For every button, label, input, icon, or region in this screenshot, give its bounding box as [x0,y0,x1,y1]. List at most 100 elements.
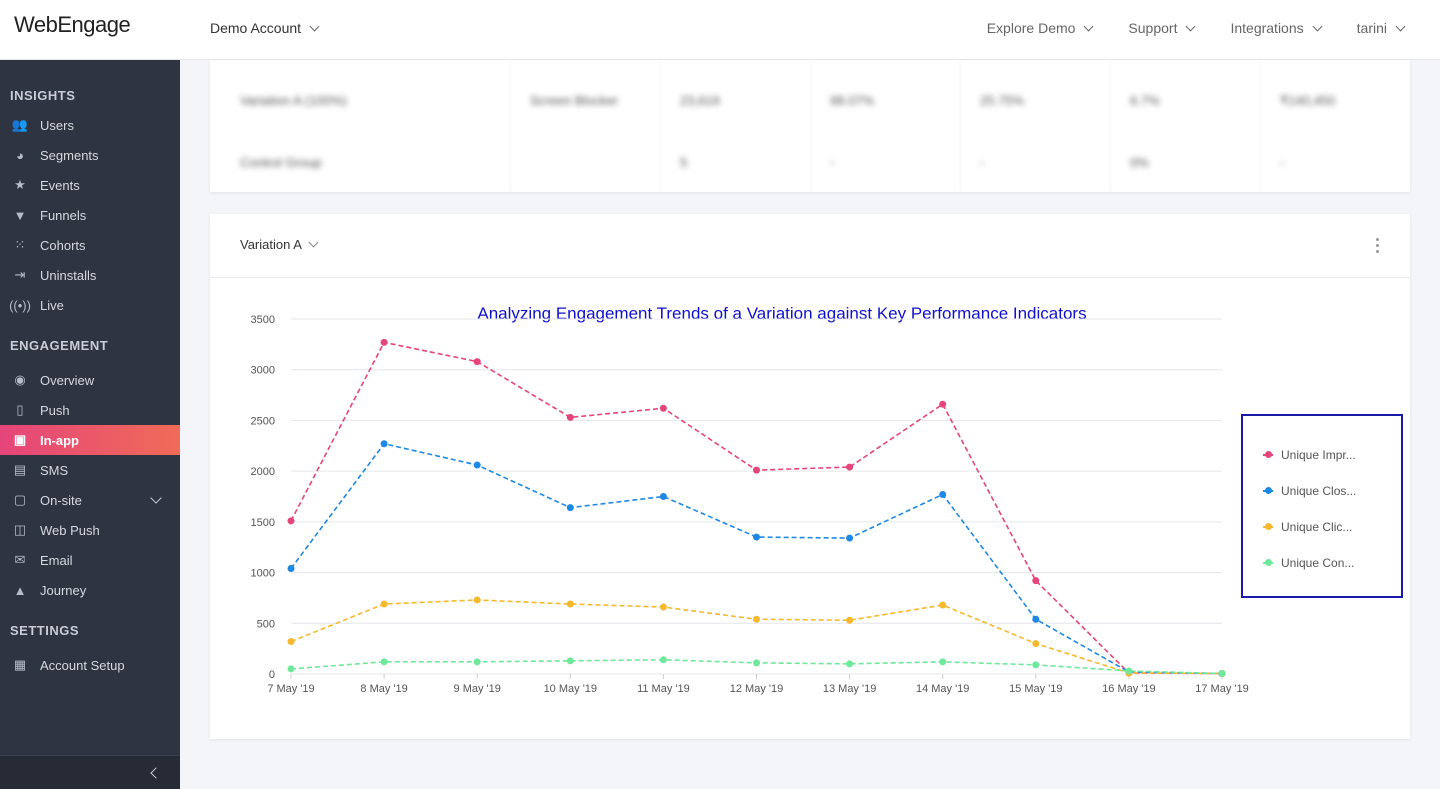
table-cell[interactable]: Variation A (100%) [240,93,347,108]
chevron-down-icon[interactable] [150,492,162,504]
data-point [846,463,854,471]
sidebar-item-push[interactable]: ▯ Push [0,395,180,425]
series-line-2 [290,442,1223,675]
sidebar-item-journey[interactable]: ▲ Journey [0,575,180,605]
sidebar-item-web-push[interactable]: ◫ Web Push [0,515,180,545]
table-cell: 23,619 [680,93,720,108]
y-tick-label: 500 [257,618,275,630]
support-label: Support [1128,20,1178,36]
sidebar-item-live[interactable]: ((•)) Live [0,290,180,320]
y-tick-label: 3000 [251,365,275,377]
sidebar-item-overview[interactable]: ◉ Overview [0,365,180,395]
x-tick-label: 11 May '19 [637,683,690,695]
logo-text: WebEngage [14,12,131,37]
exit-icon: ⇥ [14,267,26,282]
sidebar-collapse-bar[interactable] [0,755,180,789]
data-point [753,466,760,474]
sidebar-item-account-setup[interactable]: ▦ Account Setup [0,650,180,680]
x-tick-label: 15 May '19 [1009,683,1062,695]
pie-icon: ◕ [16,147,24,163]
sidebar-item-segments[interactable]: ◕ Segments [0,140,180,170]
sidebar-item-on-site[interactable]: ▢ On-site [0,485,180,515]
broadcast-icon: ((•)) [9,297,31,313]
data-point [1032,640,1040,648]
user-menu[interactable]: tarini [1357,20,1406,36]
engagement-line-chart: Analyzing Engagement Trends of a Variati… [251,304,1249,695]
data-point [473,358,481,366]
legend-label: Unique Impr... [1281,448,1356,462]
y-tick-label: 2000 [251,466,275,478]
chevron-left-icon[interactable] [150,767,162,779]
table-cell: 5 [680,155,688,170]
data-point [566,600,574,608]
y-tick-label: 0 [269,669,275,681]
x-tick-label: 7 May '19 [267,683,314,695]
column-divider [810,60,811,192]
x-tick-label: 14 May '19 [916,683,969,695]
chart-legend: Unique Impr... Unique Clos... Unique Cli… [1241,414,1403,598]
explore-demo-menu[interactable]: Explore Demo [987,20,1094,36]
data-point [473,461,481,469]
sidebar-item-uninstalls[interactable]: ⇥ Uninstalls [0,260,180,290]
data-point [380,440,388,448]
data-point [753,615,760,623]
more-options-icon[interactable] [1376,238,1380,256]
legend-item[interactable]: Unique Clos... [1263,484,1356,498]
series-line-1 [290,341,1223,675]
support-menu[interactable]: Support [1128,20,1196,36]
account-switcher[interactable]: Demo Account [210,20,320,36]
users-icon: 👥 [11,117,29,132]
data-point [566,413,574,421]
y-tick-label: 3500 [251,314,275,326]
webengage-logo[interactable]: WebEngage [14,12,131,38]
variation-selector[interactable]: Variation A [240,237,319,252]
column-divider [960,60,961,192]
legend-item[interactable]: Unique Clic... [1263,520,1352,534]
sidebar-item-cohorts[interactable]: ⁙ Cohorts [0,230,180,260]
sidebar-item-events[interactable]: ★ Events [0,170,180,200]
chevron-down-icon [1186,21,1196,31]
table-cell: - [980,155,985,170]
table-cell: Control Group [240,155,322,170]
x-tick-label: 12 May '19 [730,683,783,695]
y-tick-label: 1500 [251,517,275,529]
sidebar-item-funnels[interactable]: ▼ Funnels [0,200,180,230]
data-point [1218,669,1226,677]
y-tick-label: 1000 [251,568,275,580]
sidebar-item-in-app[interactable]: ▣ In-app [0,425,180,455]
table-cell: Screen Blocker [530,93,619,108]
data-point [1032,661,1040,669]
top-nav: Explore Demo Support Integrations tarini [987,20,1406,36]
mail-icon: ✉ [14,552,26,567]
sidebar-item-label: Uninstalls [40,267,97,283]
window-icon: ▢ [13,492,27,507]
table-cell: - [1280,155,1285,170]
sidebar-item-label: Segments [40,147,99,163]
data-point [846,534,854,542]
x-tick-label: 8 May '19 [360,683,407,695]
integrations-menu[interactable]: Integrations [1230,20,1323,36]
data-point [846,660,854,668]
x-tick-label: 13 May '19 [823,683,876,695]
data-point [473,658,481,666]
sidebar-item-label: Events [40,177,80,193]
section-engagement: ENGAGEMENT [10,337,109,353]
sidebar-item-email[interactable]: ✉ Email [0,545,180,575]
data-point [287,665,295,673]
sidebar-item-users[interactable]: 👥 Users [0,110,180,140]
data-point [287,638,295,646]
y-tick-label: 2500 [251,415,275,427]
data-point [659,656,667,664]
data-point [939,658,947,666]
x-tick-label: 10 May '19 [544,683,597,695]
legend-item[interactable]: Unique Con... [1263,556,1354,570]
variation-label: Variation A [240,237,302,252]
data-point [939,400,947,408]
legend-label: Unique Con... [1281,556,1355,570]
data-point [753,659,760,667]
sidebar-item-sms[interactable]: ▤ SMS [0,455,180,485]
chevron-down-icon [1312,21,1323,31]
sidebar-item-label: On-site [40,492,82,508]
data-point [1032,577,1040,585]
legend-item[interactable]: Unique Impr... [1263,448,1356,462]
